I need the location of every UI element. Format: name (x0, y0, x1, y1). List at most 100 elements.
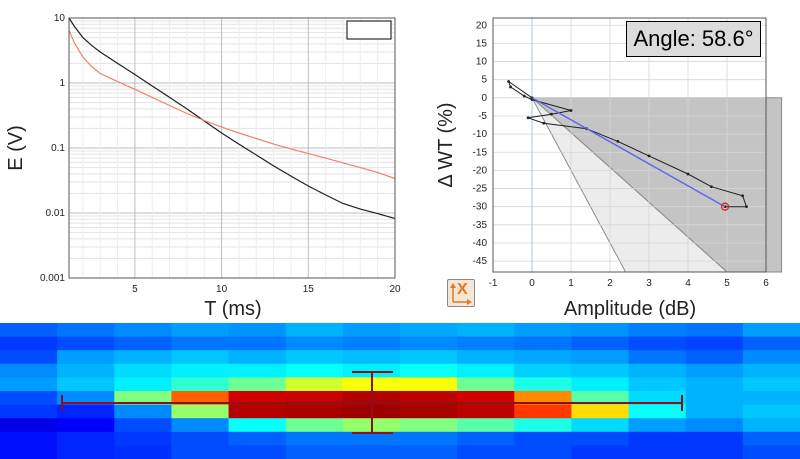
left-y-axis-label: E (V) (5, 125, 27, 171)
trajectory-point (569, 109, 573, 112)
heatmap-cell (57, 363, 115, 378)
heatmap-cell (57, 431, 115, 446)
right-x-tick-label: 3 (646, 278, 652, 289)
left-x-axis-label: T (ms) (204, 298, 261, 320)
heatmap-cell (285, 350, 344, 365)
heatmap-cell (228, 445, 287, 459)
heatmap-cell (514, 336, 573, 351)
heatmap-cell (400, 377, 458, 392)
heatmap-cell (742, 431, 800, 446)
heatmap-cell (742, 377, 800, 392)
heatmap-cell (342, 431, 401, 446)
heatmap-cell (457, 336, 515, 351)
right-x-tick-label: 1 (568, 278, 574, 289)
heatmap-cell (514, 350, 573, 365)
heatmap-cell (400, 391, 458, 406)
axis-toggle-button[interactable]: X (447, 279, 475, 307)
right-y-tick-label: -45 (473, 256, 488, 267)
right-x-tick-label: -1 (489, 278, 498, 289)
left-x-tick-label: 5 (132, 284, 138, 295)
heatmap-cell (514, 323, 573, 338)
heatmap-cell (0, 445, 58, 459)
right-regions (530, 97, 783, 273)
heatmap-cell (0, 363, 58, 378)
heatmap-cell (342, 445, 401, 459)
heatmap-cell (57, 350, 115, 365)
heatmap-cell (285, 363, 344, 378)
heatmap-cell (228, 377, 287, 392)
heatmap-cell (400, 445, 458, 459)
heatmap-cell (685, 391, 744, 406)
heatmap-cell (57, 377, 115, 392)
heatmap-cell (514, 431, 573, 446)
heatmap-cell (628, 350, 687, 365)
right-y-tick-label: 10 (476, 57, 488, 68)
trajectory-point (710, 185, 713, 189)
heatmap-overlay (61, 371, 683, 434)
heatmap-cell (285, 404, 344, 419)
heatmap-cell (342, 336, 401, 351)
right-y-tick-label: -40 (473, 238, 488, 249)
right-x-tick-label: 4 (685, 278, 691, 289)
heatmap-cell (228, 418, 287, 433)
heatmap-cell (171, 445, 230, 459)
right-y-tick-label: 20 (476, 20, 488, 31)
heatmap-cell (457, 350, 515, 365)
heatmap-cell (171, 336, 230, 351)
heatmap-cell (228, 350, 287, 365)
heatmap-cell (685, 404, 744, 419)
heatmap-cell (628, 418, 687, 433)
heatmap-cell (628, 391, 687, 406)
legend-box (346, 20, 392, 40)
right-x-axis-label: Amplitude (dB) (564, 298, 696, 320)
heatmap-cell (0, 377, 58, 392)
left-y-tick-label: 10 (54, 13, 66, 24)
left-x-tick-label: 10 (216, 284, 228, 295)
heatmap-cell (285, 336, 344, 351)
heatmap-cell (628, 323, 687, 338)
heatmap-cell (114, 404, 173, 419)
right-chart: -1 0 1 2 3 4 5 620151050-5-10-15-20-25-30-35-40… (435, 17, 783, 320)
heatmap-cell (742, 336, 800, 351)
heatmap-cell (171, 404, 230, 419)
heatmap-cell (285, 418, 344, 433)
right-x-tick-label: 6 (763, 278, 769, 289)
heatmap-cell (457, 431, 515, 446)
black-series-line (68, 17, 396, 220)
heatmap-cell (628, 377, 687, 392)
heatmap-cell (0, 404, 58, 419)
heatmap-cell (571, 377, 630, 392)
heatmap-cell (114, 418, 173, 433)
heatmap-cell (628, 363, 687, 378)
heatmap-cell (285, 431, 344, 446)
heatmap-cell (285, 391, 344, 406)
trajectory-point (526, 116, 530, 120)
heatmap-cell (628, 445, 687, 459)
trajectory-point (686, 172, 690, 176)
left-x-tick-label: 20 (389, 284, 401, 295)
heatmap-cell (457, 404, 515, 419)
left-y-tick-label: 0.001 (40, 273, 65, 284)
right-x-tick-label: 5 (724, 278, 730, 289)
heatmap-cell (742, 418, 800, 433)
heatmap-cell (228, 363, 287, 378)
heatmap-cell (400, 350, 458, 365)
heatmap-cell (285, 377, 344, 392)
right-x-tick-label: 0 (529, 278, 535, 289)
heatmap-cell (742, 404, 800, 419)
heatmap-cell (685, 323, 744, 338)
heatmap-cell (57, 323, 115, 338)
left-y-tick-label: 1 (59, 78, 65, 89)
heatmap-cell (114, 323, 173, 338)
left-x-tick-label: 15 (303, 284, 315, 295)
heatmap-cell (0, 336, 58, 351)
heatmap-cell (685, 431, 744, 446)
heatmap-cell (171, 323, 230, 338)
heatmap-cell (114, 363, 173, 378)
heatmap-cell (0, 418, 58, 433)
left-y-tick-label: 0.1 (51, 143, 65, 154)
heatmap-cell (571, 336, 630, 351)
trajectory-point (522, 94, 526, 98)
heatmap-cell (342, 363, 401, 378)
right-y-tick-label: -5 (478, 111, 487, 122)
